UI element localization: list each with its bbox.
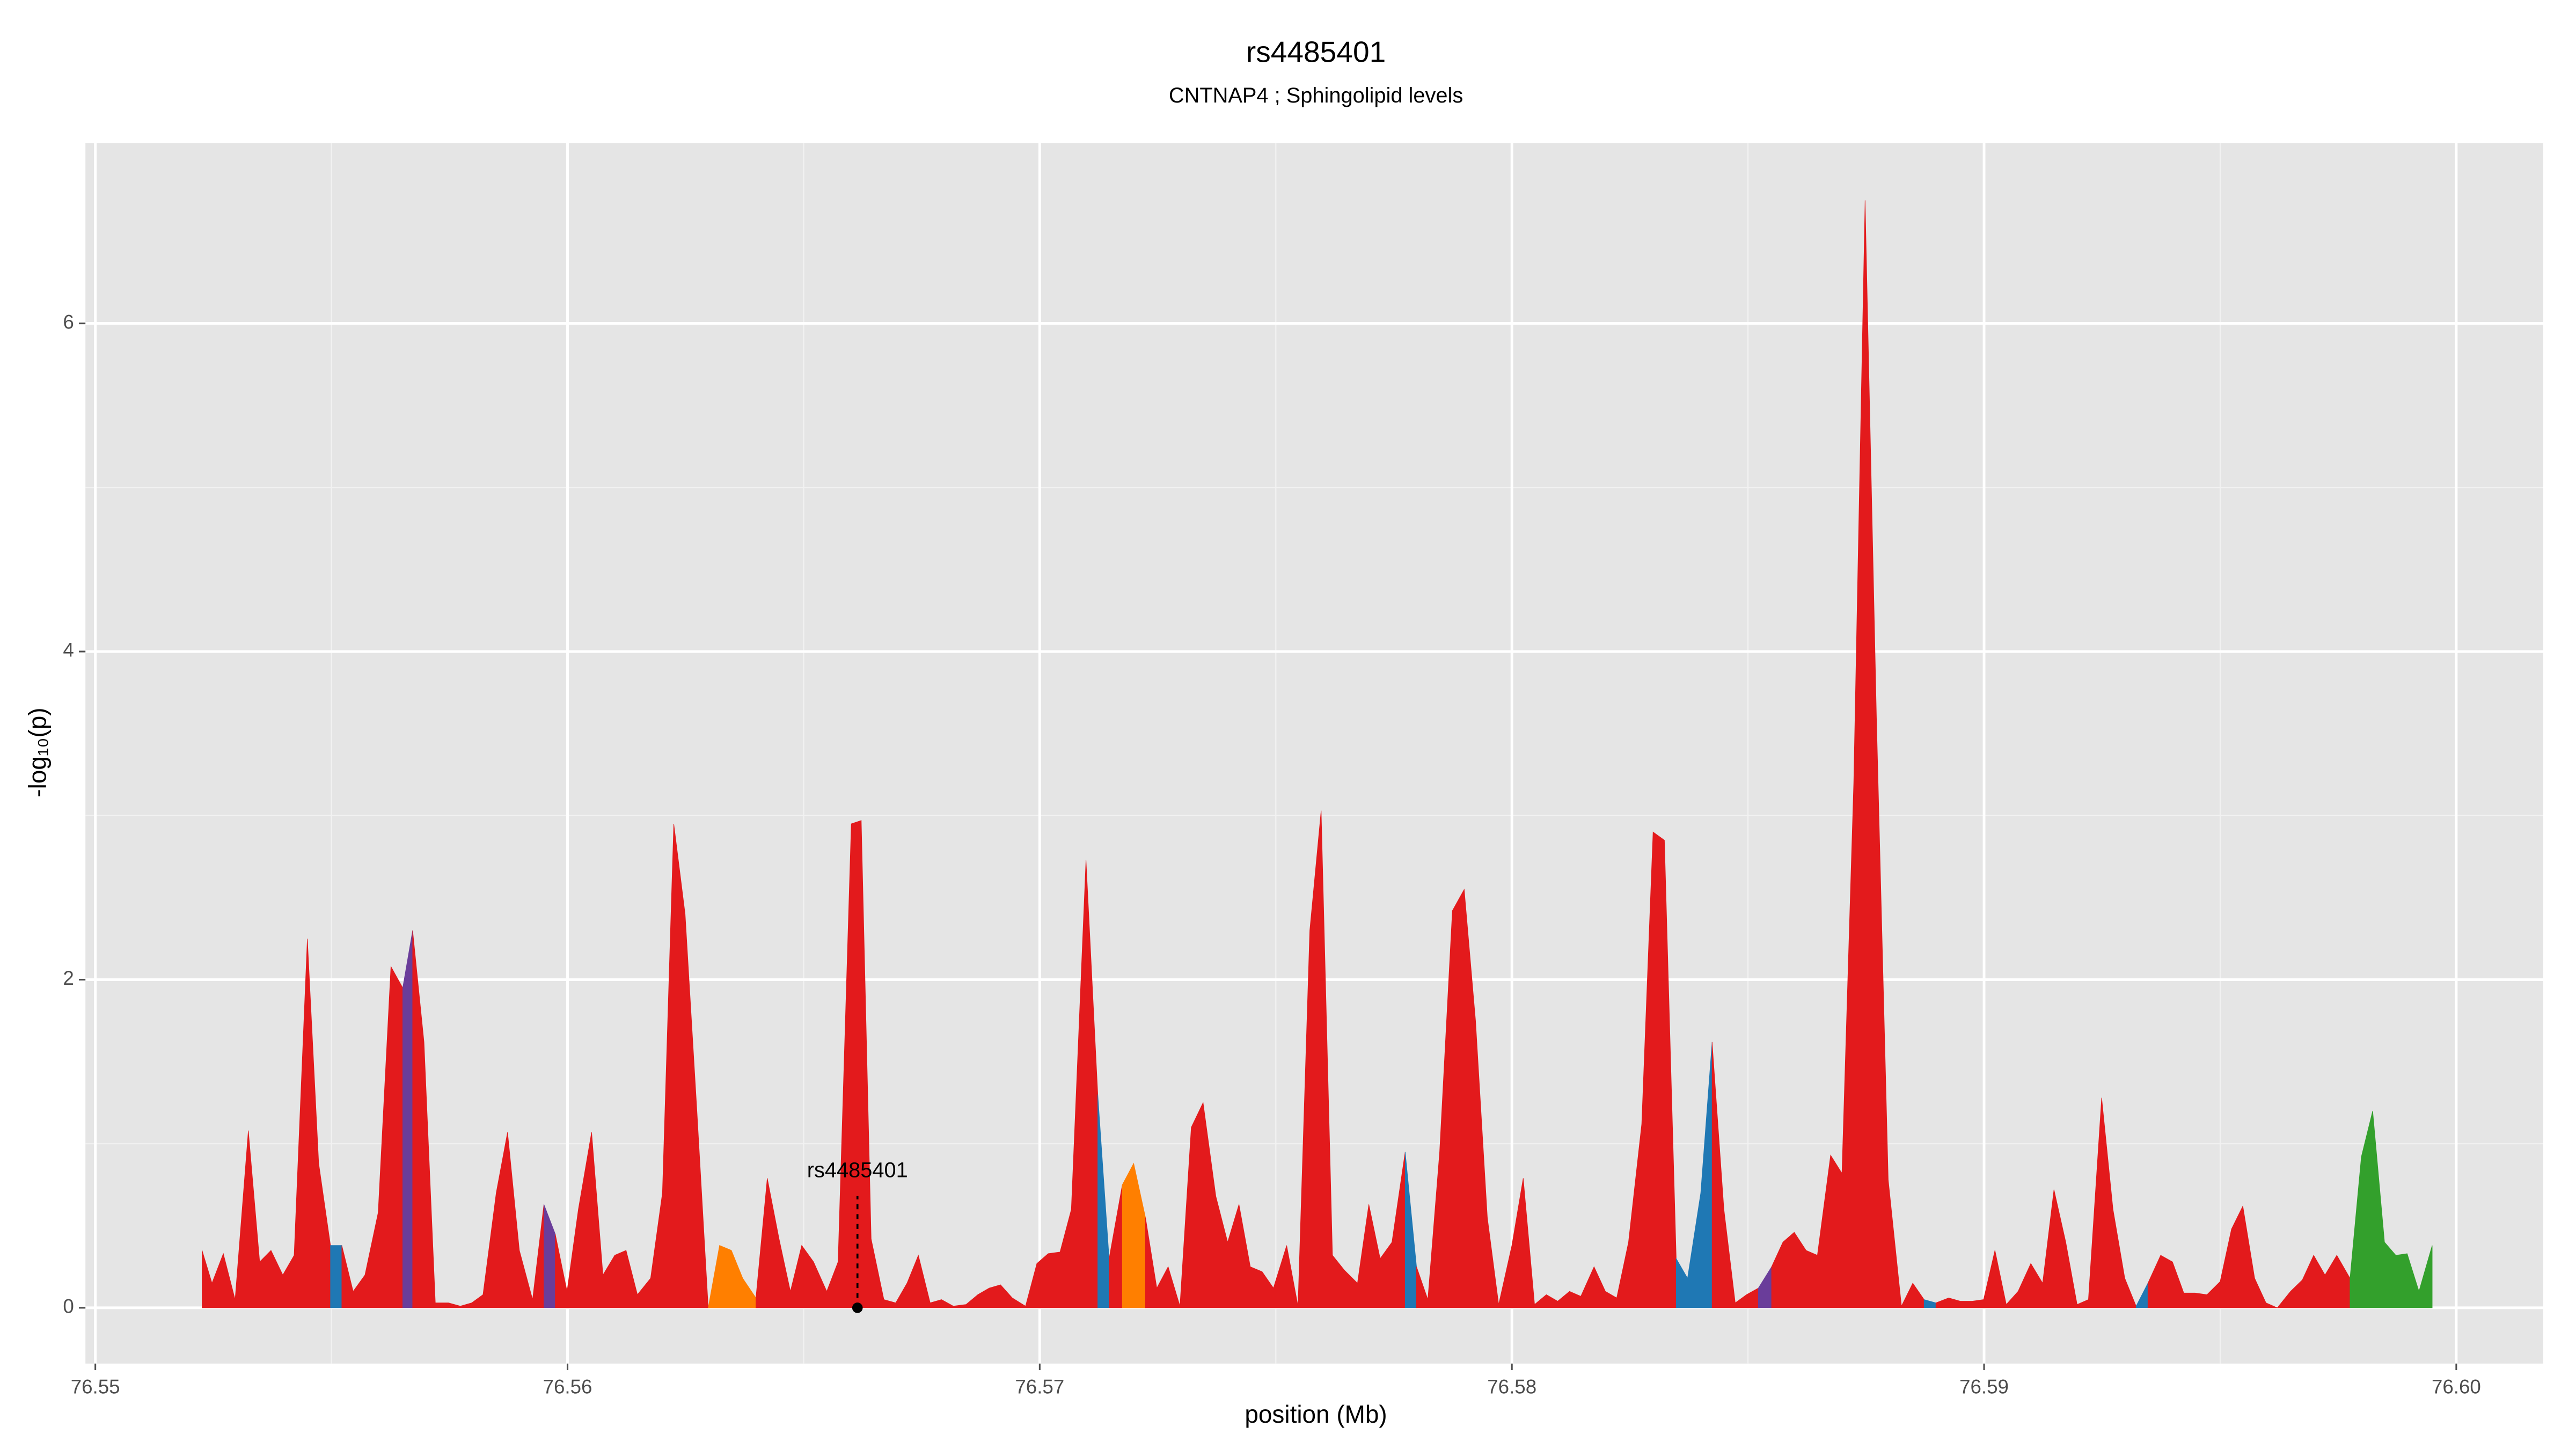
area-segment — [402, 930, 413, 1308]
area-segment — [1771, 200, 1924, 1308]
chart-title: rs4485401 — [1246, 35, 1386, 69]
x-tick-label: 76.56 — [543, 1375, 592, 1397]
area-segment — [2350, 1110, 2433, 1308]
area-segment — [202, 939, 331, 1308]
area-segment — [1416, 831, 1677, 1308]
annotation-point — [852, 1302, 863, 1313]
x-tick-label: 76.57 — [1015, 1375, 1064, 1397]
y-axis-title: -log₁₀(p) — [24, 707, 52, 797]
area-segment — [756, 820, 1099, 1308]
y-tick-label: 0 — [63, 1296, 74, 1318]
y-tick-label: 6 — [63, 311, 74, 333]
x-tick-label: 76.60 — [2432, 1375, 2481, 1397]
area-segment — [555, 823, 709, 1308]
x-tick-label: 76.55 — [71, 1375, 120, 1397]
y-tick-label: 4 — [63, 639, 74, 661]
area-segment — [1122, 1162, 1146, 1308]
area-segment — [412, 930, 544, 1308]
area-segment — [1145, 810, 1406, 1308]
area-segment — [330, 1245, 342, 1308]
x-tick-label: 76.58 — [1487, 1375, 1536, 1397]
y-tick-label: 2 — [63, 967, 74, 989]
area-segment — [1935, 1097, 2136, 1308]
x-axis-title: position (Mb) — [1245, 1400, 1387, 1428]
annotation-label: rs4485401 — [807, 1158, 908, 1182]
chart-subtitle: CNTNAP4 ; Sphingolipid levels — [1169, 84, 1463, 107]
x-tick-label: 76.59 — [1959, 1375, 2009, 1397]
area-segment — [2147, 1205, 2351, 1308]
